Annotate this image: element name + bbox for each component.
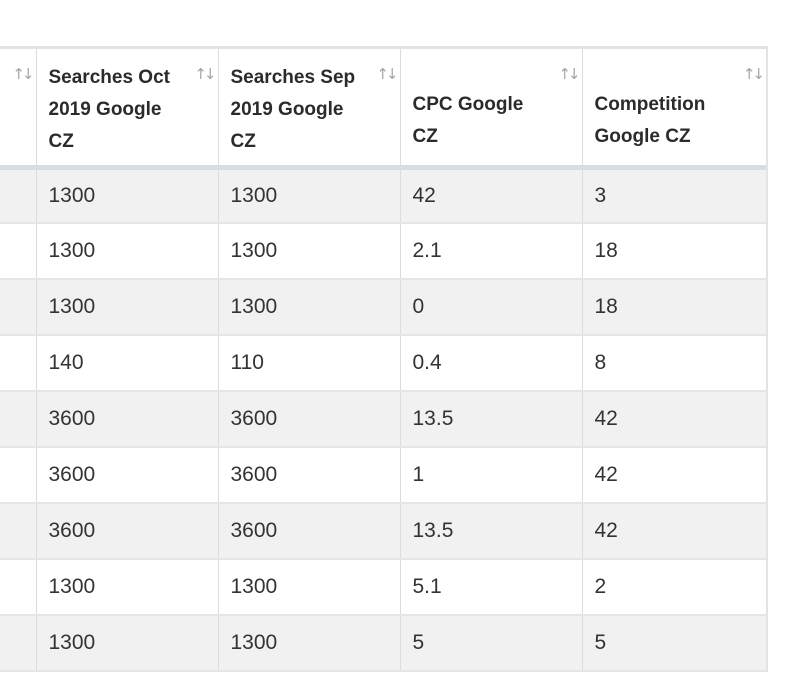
searches-sep-cell: 110 xyxy=(218,335,401,392)
sort-arrows-icon[interactable]: ↑↓ xyxy=(12,65,34,83)
keyword-cell xyxy=(0,167,37,224)
sort-arrows-icon[interactable]: ↑↓ xyxy=(376,65,398,83)
column-header-label: CPC Google CZ xyxy=(412,93,524,147)
keyword-cell xyxy=(0,503,37,560)
table-row[interactable]: 1300 1300 5.1 2 xyxy=(0,559,766,616)
keyword-cell xyxy=(0,559,37,616)
competition-cell: 42 xyxy=(582,447,766,504)
searches-oct-cell: 1300 xyxy=(36,559,219,616)
keyword-cell xyxy=(0,335,37,392)
keyword-cell xyxy=(0,391,37,448)
competition-cell: 42 xyxy=(582,503,766,560)
header-row: ↑↓ Searches Oct 2019 Google CZ ↑↓ Search… xyxy=(0,49,766,170)
table-row[interactable]: 1300 1300 5 5 xyxy=(0,615,766,672)
competition-cell: 5 xyxy=(582,615,766,672)
competition-cell: 3 xyxy=(582,167,766,224)
searches-sep-cell: 1300 xyxy=(218,559,401,616)
column-header-cpc[interactable]: CPC Google CZ ↑↓ xyxy=(400,49,583,170)
competition-cell: 2 xyxy=(582,559,766,616)
searches-sep-cell: 1300 xyxy=(218,223,401,280)
searches-sep-cell: 3600 xyxy=(218,503,401,560)
cpc-cell: 0 xyxy=(400,279,583,336)
table-row[interactable]: 1300 1300 2.1 18 xyxy=(0,223,766,280)
competition-cell: 18 xyxy=(582,223,766,280)
table-row[interactable]: 1300 1300 42 3 xyxy=(0,167,766,224)
table-row[interactable]: 1300 1300 0 18 xyxy=(0,279,766,336)
searches-sep-cell: 1300 xyxy=(218,167,401,224)
table-row[interactable]: 3600 3600 13.5 42 xyxy=(0,391,766,448)
searches-oct-cell: 3600 xyxy=(36,503,219,560)
table-row[interactable]: 3600 3600 13.5 42 xyxy=(0,503,766,560)
searches-oct-cell: 1300 xyxy=(36,615,219,672)
keyword-cell xyxy=(0,615,37,672)
searches-sep-cell: 3600 xyxy=(218,447,401,504)
keyword-cell xyxy=(0,447,37,504)
column-header-keyword[interactable]: ↑↓ xyxy=(0,49,37,170)
searches-oct-cell: 140 xyxy=(36,335,219,392)
keyword-table: ↑↓ Searches Oct 2019 Google CZ ↑↓ Search… xyxy=(0,49,766,672)
searches-sep-cell: 1300 xyxy=(218,615,401,672)
cpc-cell: 5 xyxy=(400,615,583,672)
keyword-table-container: ↑↓ Searches Oct 2019 Google CZ ↑↓ Search… xyxy=(0,46,768,672)
sort-arrows-icon[interactable]: ↑↓ xyxy=(194,65,216,83)
searches-oct-cell: 3600 xyxy=(36,447,219,504)
cpc-cell: 13.5 xyxy=(400,503,583,560)
table-row[interactable]: 3600 3600 1 42 xyxy=(0,447,766,504)
competition-cell: 18 xyxy=(582,279,766,336)
competition-cell: 8 xyxy=(582,335,766,392)
cpc-cell: 2.1 xyxy=(400,223,583,280)
column-header-searches-oct[interactable]: Searches Oct 2019 Google CZ ↑↓ xyxy=(36,49,219,170)
searches-oct-cell: 3600 xyxy=(36,391,219,448)
sort-arrows-icon[interactable]: ↑↓ xyxy=(742,65,765,83)
column-header-label: Searches Sep 2019 Google CZ xyxy=(230,67,356,152)
cpc-cell: 13.5 xyxy=(400,391,583,448)
column-header-searches-sep[interactable]: Searches Sep 2019 Google CZ ↑↓ xyxy=(218,49,401,170)
searches-oct-cell: 1300 xyxy=(36,279,219,336)
sort-arrows-icon[interactable]: ↑↓ xyxy=(558,65,580,83)
searches-sep-cell: 1300 xyxy=(218,279,401,336)
table-body: 1300 1300 42 3 1300 1300 2.1 18 1300 1300 0 18 140 11… xyxy=(0,167,766,672)
searches-sep-cell: 3600 xyxy=(218,391,401,448)
searches-oct-cell: 1300 xyxy=(36,167,219,224)
column-header-label: Searches Oct 2019 Google CZ xyxy=(48,67,170,152)
column-header-competition[interactable]: Competition Google CZ ↑↓ xyxy=(582,49,766,170)
table-header: ↑↓ Searches Oct 2019 Google CZ ↑↓ Search… xyxy=(0,49,766,170)
cpc-cell: 42 xyxy=(400,167,583,224)
table-row[interactable]: 140 110 0.4 8 xyxy=(0,335,766,392)
cpc-cell: 0.4 xyxy=(400,335,583,392)
cpc-cell: 5.1 xyxy=(400,559,583,616)
competition-cell: 42 xyxy=(582,391,766,448)
searches-oct-cell: 1300 xyxy=(36,223,219,280)
keyword-cell xyxy=(0,223,37,280)
cpc-cell: 1 xyxy=(400,447,583,504)
keyword-cell xyxy=(0,279,37,336)
column-header-label: Competition Google CZ xyxy=(594,93,706,147)
